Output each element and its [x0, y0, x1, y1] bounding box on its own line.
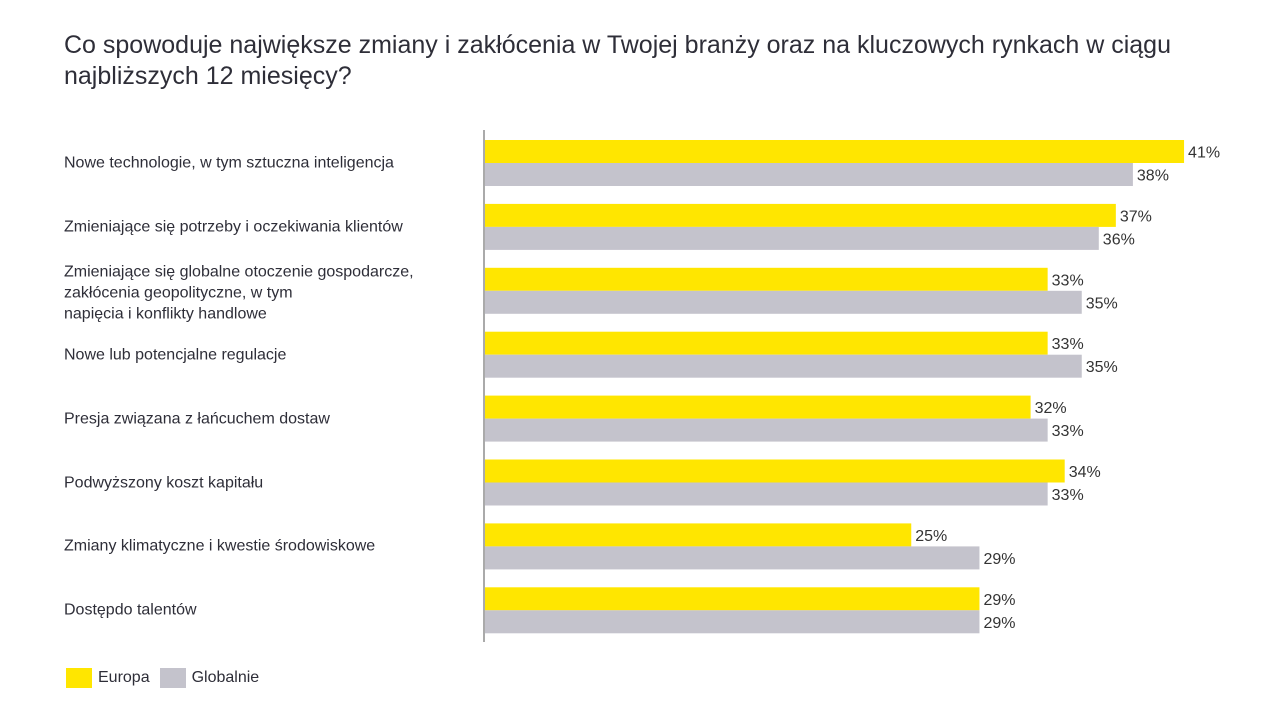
data-label: 38% [1137, 168, 1169, 185]
bar-globalnie [485, 418, 1048, 442]
category-label: Presja związana z łańcuchem dostaw [64, 410, 330, 428]
data-label: 35% [1086, 359, 1118, 376]
bar-europa [485, 395, 1031, 419]
data-label: 33% [1052, 272, 1084, 289]
category-label: Dostępdo talentów [64, 601, 197, 619]
data-label: 41% [1188, 145, 1220, 162]
bar-europa [485, 331, 1048, 355]
data-label: 33% [1052, 423, 1084, 440]
legend-swatch-globalnie [159, 668, 186, 688]
category-label: Nowe lub potencjalne regulacje [64, 346, 287, 364]
category-label: Podwyższony koszt kapitału [64, 474, 264, 491]
bar-europa [485, 459, 1065, 483]
bar-europa [485, 140, 1185, 163]
category-label: Zmiany klimatyczne i kwestie środowiskow… [64, 537, 376, 555]
bar-globalnie [485, 482, 1048, 506]
bar-europa [485, 523, 912, 547]
bar-globalnie [485, 290, 1082, 314]
legend-label-europa: Europa [98, 669, 150, 686]
bar-globalnie [485, 610, 980, 634]
bar-globalnie [485, 226, 1099, 250]
legend-item-globalnie: Globalnie [159, 668, 260, 688]
category-label: Zmieniające się potrzeby i oczekiwania k… [64, 218, 403, 236]
bar-europa [485, 203, 1116, 227]
data-label: 29% [983, 551, 1015, 568]
bar-globalnie [485, 354, 1082, 378]
data-label: 29% [983, 592, 1015, 609]
data-label: 34% [1069, 464, 1101, 481]
bar-europa [485, 267, 1048, 291]
data-label: 25% [915, 528, 947, 545]
data-label: 36% [1103, 231, 1135, 248]
category-label: Nowe technologie, w tym sztuczna intelig… [64, 154, 394, 172]
legend-swatch-europa [66, 668, 92, 688]
data-label: 32% [1035, 400, 1067, 417]
bar-europa [485, 587, 980, 611]
data-label: 33% [1052, 336, 1084, 353]
data-label: 33% [1052, 487, 1084, 504]
chart-title: Co spowoduje największe zmiany i zakłóce… [64, 31, 1171, 90]
legend-label-globalnie: Globalnie [191, 669, 260, 686]
legend-item-europa: Europa [66, 668, 150, 688]
data-label: 35% [1086, 295, 1118, 312]
bar-globalnie [485, 163, 1133, 186]
data-label: 29% [983, 615, 1015, 632]
data-label: 37% [1120, 208, 1152, 225]
legend: Europa Globalnie [66, 668, 269, 688]
bar-globalnie [485, 546, 980, 570]
category-label: Zmieniające się globalne otoczenie gospo… [64, 263, 414, 323]
